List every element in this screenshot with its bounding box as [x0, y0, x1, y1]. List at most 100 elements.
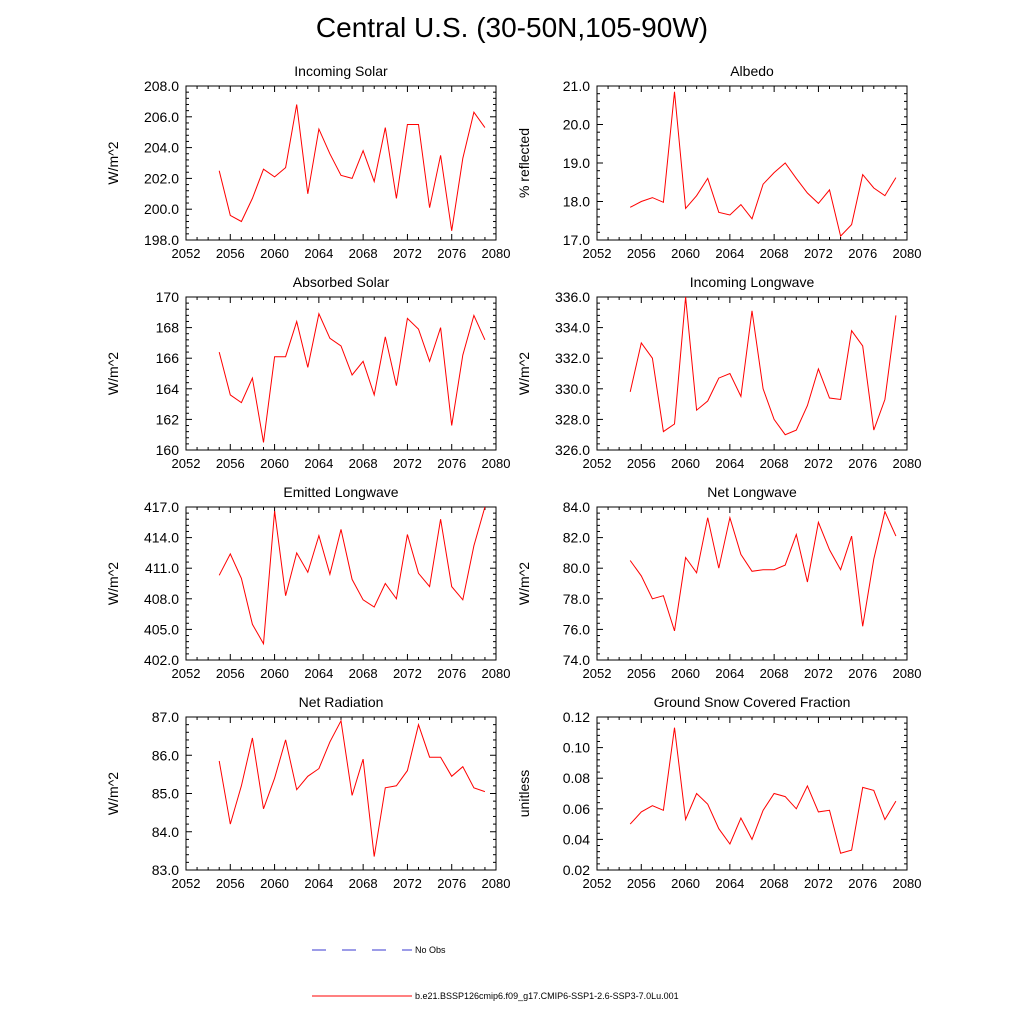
- y-tick-label: 74.0: [563, 652, 590, 668]
- panel-5: Emitted Longwave W/m^2 2052 2056 2060 2064 206…: [105, 484, 510, 681]
- y-tick-label: 402.0: [144, 652, 179, 668]
- x-tick-label: 2076: [848, 666, 877, 681]
- y-tick-label: 83.0: [152, 862, 179, 878]
- panel-title: Ground Snow Covered Fraction: [654, 694, 851, 710]
- y-tick-label: 408.0: [144, 591, 179, 607]
- x-tick-label: 2068: [760, 456, 789, 471]
- x-tick-label: 2076: [437, 876, 466, 891]
- x-tick-label: 2080: [482, 666, 511, 681]
- y-tick-label: 204.0: [144, 140, 179, 156]
- panel-3: Absorbed Solar W/m^2 2052 2056 2060 2064 2068 2…: [105, 274, 510, 471]
- panel-1: Incoming Solar W/m^2 2052 2056 2060 2064 2068 2…: [105, 63, 510, 261]
- y-axis-label: W/m^2: [516, 352, 532, 395]
- x-tick-label: 2052: [172, 246, 201, 261]
- x-tick-label: 2080: [893, 456, 922, 471]
- plot-frame: [596, 296, 908, 451]
- panel-title: Net Radiation: [299, 694, 384, 710]
- x-tick-label: 2064: [715, 456, 744, 471]
- y-tick-label: 328.0: [555, 411, 590, 427]
- x-tick-label: 2068: [349, 246, 378, 261]
- y-tick-label: 21.0: [563, 78, 590, 94]
- y-axis-label: % reflected: [516, 128, 532, 198]
- x-tick-label: 2056: [216, 456, 245, 471]
- x-tick-label: 2080: [482, 246, 511, 261]
- y-tick-label: 0.04: [563, 831, 590, 847]
- panels-group: Incoming Solar W/m^2 2052 2056 2060 2064 2068 2…: [105, 63, 921, 891]
- y-tick-label: 336.0: [555, 289, 590, 305]
- plot-frame: [185, 296, 497, 451]
- x-tick-label: 2068: [760, 876, 789, 891]
- x-tick-label: 2076: [437, 666, 466, 681]
- x-tick-label: 2060: [671, 456, 700, 471]
- panel-title: Incoming Solar: [294, 63, 388, 79]
- x-tick-label: 2080: [893, 876, 922, 891]
- plot-frame: [596, 506, 908, 661]
- legend-obs-label: No Obs: [415, 945, 446, 955]
- y-axis-label: W/m^2: [105, 141, 121, 184]
- y-tick-label: 17.0: [563, 232, 590, 248]
- y-tick-label: 168: [156, 320, 180, 336]
- figure-title: Central U.S. (30-50N,105-90W): [315, 12, 709, 43]
- x-tick-label: 2060: [671, 876, 700, 891]
- y-tick-label: 19.0: [563, 155, 590, 171]
- y-tick-label: 326.0: [555, 442, 590, 458]
- series-line: [218, 104, 486, 231]
- x-tick-label: 2080: [482, 876, 511, 891]
- y-tick-label: 0.08: [563, 770, 590, 786]
- plot-frame: [596, 85, 908, 241]
- panel-7: Net Radiation W/m^2 2052 2056 2060 2064 2068 20…: [105, 694, 510, 891]
- x-tick-label: 2076: [437, 246, 466, 261]
- panel-6: Net Longwave W/m^2 2052 2056 2060 2064 2068 207…: [516, 484, 921, 681]
- y-tick-label: 0.02: [563, 862, 590, 878]
- x-tick-label: 2052: [172, 456, 201, 471]
- legend: No Obs b.e21.BSSP126cmip6.f09_g17.CMIP6-…: [312, 945, 679, 1001]
- y-axis-label: W/m^2: [516, 562, 532, 605]
- x-tick-label: 2080: [893, 666, 922, 681]
- x-tick-label: 2052: [172, 876, 201, 891]
- x-tick-label: 2060: [671, 666, 700, 681]
- x-tick-label: 2060: [260, 876, 289, 891]
- panel-title: Net Longwave: [707, 484, 797, 500]
- x-tick-label: 2056: [627, 666, 656, 681]
- x-tick-label: 2060: [260, 456, 289, 471]
- plot-frame: [185, 716, 497, 871]
- y-tick-label: 0.10: [563, 740, 590, 756]
- legend-model-label: b.e21.BSSP126cmip6.f09_g17.CMIP6-SSP1-2.…: [415, 991, 679, 1001]
- y-tick-label: 160: [156, 442, 180, 458]
- series-line: [218, 719, 486, 857]
- x-tick-label: 2060: [260, 666, 289, 681]
- y-tick-label: 166: [156, 350, 180, 366]
- x-tick-label: 2068: [349, 666, 378, 681]
- x-tick-label: 2056: [216, 876, 245, 891]
- x-tick-label: 2056: [627, 876, 656, 891]
- x-tick-label: 2072: [393, 666, 422, 681]
- y-tick-label: 76.0: [563, 621, 590, 637]
- x-tick-label: 2064: [304, 666, 333, 681]
- y-tick-label: 85.0: [152, 786, 179, 802]
- y-tick-label: 164: [156, 381, 180, 397]
- y-axis-label: W/m^2: [105, 772, 121, 815]
- y-axis-label: unitless: [516, 770, 532, 817]
- x-tick-label: 2060: [260, 246, 289, 261]
- y-tick-label: 405.0: [144, 621, 179, 637]
- x-tick-label: 2068: [349, 456, 378, 471]
- x-tick-label: 2060: [671, 246, 700, 261]
- x-tick-label: 2072: [393, 876, 422, 891]
- x-tick-label: 2080: [893, 246, 922, 261]
- x-tick-label: 2064: [715, 246, 744, 261]
- y-axis-label: W/m^2: [105, 352, 121, 395]
- y-tick-label: 0.06: [563, 801, 590, 817]
- y-tick-label: 84.0: [152, 824, 179, 840]
- y-tick-label: 20.0: [563, 117, 590, 133]
- x-tick-label: 2052: [583, 456, 612, 471]
- y-tick-label: 208.0: [144, 78, 179, 94]
- y-tick-label: 162: [156, 411, 180, 427]
- y-tick-label: 202.0: [144, 170, 179, 186]
- x-tick-label: 2052: [172, 666, 201, 681]
- x-tick-label: 2076: [437, 456, 466, 471]
- y-tick-label: 332.0: [555, 350, 590, 366]
- x-tick-label: 2064: [715, 876, 744, 891]
- x-tick-label: 2056: [627, 246, 656, 261]
- x-tick-label: 2080: [482, 456, 511, 471]
- x-tick-label: 2072: [393, 246, 422, 261]
